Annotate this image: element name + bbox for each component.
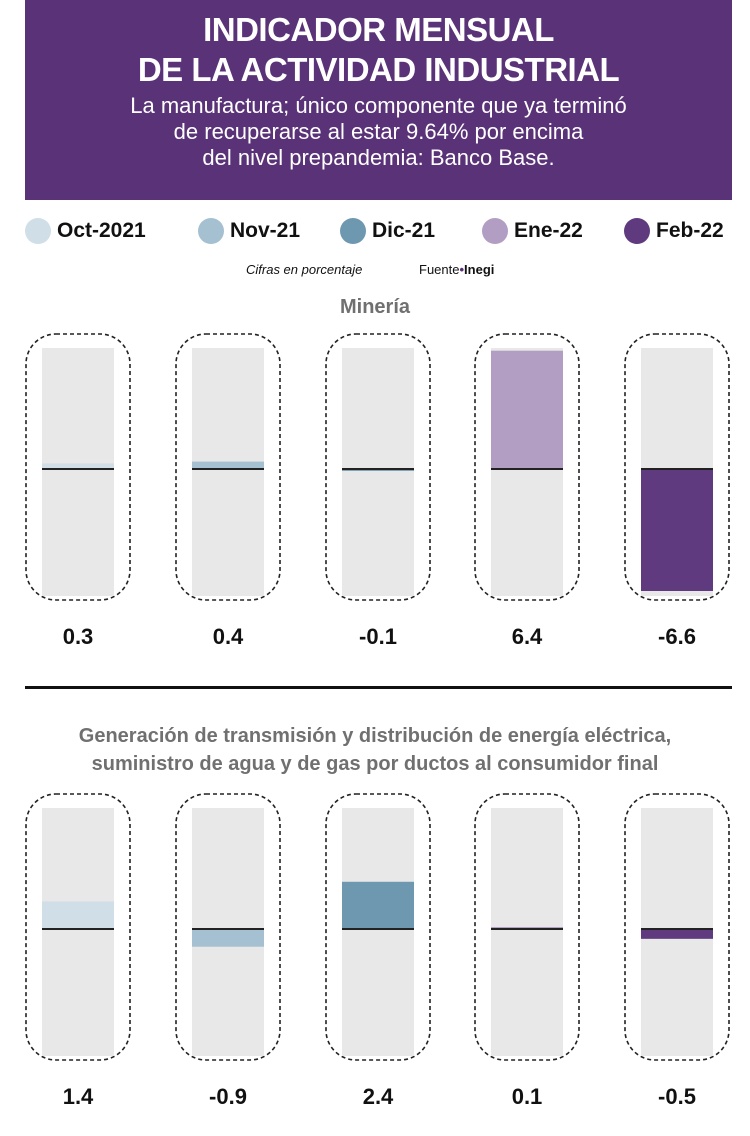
- bar-track-oct-2021: [42, 808, 114, 1056]
- value-label-nov-21: 0.4: [213, 624, 244, 649]
- zero-line-dic-21: [342, 928, 414, 930]
- bar-track-oct-2021: [42, 348, 114, 596]
- zero-line-feb-22: [641, 468, 713, 470]
- legend-swatch: [198, 218, 224, 244]
- chart-title-energia-line2: suministro de agua y de gas por ductos a…: [91, 753, 659, 775]
- value-label-dic-21: -0.1: [359, 624, 397, 649]
- bar-track-ene-22: [491, 808, 563, 1056]
- zero-line-feb-22: [641, 928, 713, 930]
- page-title-line2: DE LA ACTIVIDAD INDUSTRIAL: [137, 51, 620, 88]
- bar-track-nov-21: [192, 348, 264, 596]
- value-label-ene-22: 0.1: [512, 1084, 543, 1109]
- bar-oct-2021: [42, 901, 114, 929]
- capsule-outline-dic-21: [325, 793, 431, 1061]
- bar-dic-21: [342, 881, 414, 929]
- zero-line-oct-2021: [42, 928, 114, 930]
- legend: Oct-2021 Nov-21 Dic-21 Ene-22 Feb-22: [0, 215, 750, 247]
- legend-swatch: [25, 218, 51, 244]
- source-note: Fuente•Inegi: [419, 262, 494, 277]
- source-prefix: Fuente: [419, 262, 460, 277]
- subtitle-line3: del nivel prepandemia: Banco Base.: [202, 145, 555, 170]
- legend-item-nov-21: Nov-21: [198, 215, 300, 247]
- zero-line-nov-21: [192, 928, 264, 930]
- chart-energia: 1.4 -0.9 2.4 0.1 -0.5: [25, 793, 730, 1109]
- legend-swatch: [340, 218, 366, 244]
- capsule-outline-feb-22: [624, 333, 730, 601]
- bar-oct-2021: [42, 463, 114, 469]
- source-name: Inegi: [464, 262, 495, 277]
- legend-item-dic-21: Dic-21: [340, 215, 435, 247]
- legend-item-ene-22: Ene-22: [482, 215, 583, 247]
- bar-track-dic-21: [342, 808, 414, 1056]
- value-label-feb-22: -6.6: [658, 624, 696, 649]
- zero-line-dic-21: [342, 468, 414, 470]
- value-label-oct-2021: 0.3: [63, 624, 94, 649]
- bar-nov-21: [192, 461, 264, 469]
- legend-label: Feb-22: [656, 219, 724, 242]
- capsule-outline-ene-22: [474, 793, 580, 1061]
- capsule-outline-feb-22: [624, 793, 730, 1061]
- zero-line-ene-22: [491, 468, 563, 470]
- value-label-oct-2021: 1.4: [63, 1084, 94, 1109]
- header-banner: INDICADOR MENSUAL DE LA ACTIVIDAD INDUST…: [25, 0, 732, 200]
- section-divider: [25, 686, 732, 689]
- capsule-outline-oct-2021: [25, 333, 131, 601]
- capsule-outline-oct-2021: [25, 793, 131, 1061]
- value-label-feb-22: -0.5: [658, 1084, 696, 1109]
- legend-label: Dic-21: [372, 219, 436, 242]
- value-label-dic-21: 2.4: [363, 1084, 394, 1109]
- chart-title-energia-line1: Generación de transmisión y distribución…: [78, 725, 672, 747]
- capsule-outline-ene-22: [474, 333, 580, 601]
- bar-track-dic-21: [342, 348, 414, 596]
- legend-label: Ene-22: [514, 219, 583, 242]
- legend-item-feb-22: Feb-22: [624, 215, 724, 247]
- capsule-outline-nov-21: [175, 333, 281, 601]
- zero-line-oct-2021: [42, 468, 114, 470]
- zero-line-ene-22: [491, 928, 563, 930]
- value-label-ene-22: 6.4: [512, 624, 543, 649]
- subtitle-line1: La manufactura; único componente que ya …: [130, 93, 627, 118]
- zero-line-nov-21: [192, 468, 264, 470]
- bar-feb-22: [641, 469, 713, 591]
- legend-label: Nov-21: [230, 219, 301, 242]
- value-label-nov-21: -0.9: [209, 1084, 247, 1109]
- legend-swatch: [482, 218, 508, 244]
- legend-label: Oct-2021: [57, 219, 146, 242]
- chart-notes: Cifras en porcentaje Fuente•Inegi: [0, 262, 750, 282]
- chart-title-mineria: Minería: [339, 296, 411, 318]
- units-note: Cifras en porcentaje: [246, 262, 363, 277]
- bar-ene-22: [491, 350, 563, 469]
- legend-swatch: [624, 218, 650, 244]
- page-title-line1: INDICADOR MENSUAL: [203, 11, 554, 48]
- capsule-outline-dic-21: [325, 333, 431, 601]
- subtitle-line2: de recuperarse al estar 9.64% por encima: [173, 119, 584, 144]
- source-bullet: •: [459, 262, 465, 277]
- legend-item-oct-2021: Oct-2021: [25, 215, 146, 247]
- chart-mineria: 0.3 0.4 -0.1 6.4 -6.6: [25, 333, 730, 649]
- bar-feb-22: [641, 929, 713, 939]
- bar-nov-21: [192, 929, 264, 947]
- capsule-outline-nov-21: [175, 793, 281, 1061]
